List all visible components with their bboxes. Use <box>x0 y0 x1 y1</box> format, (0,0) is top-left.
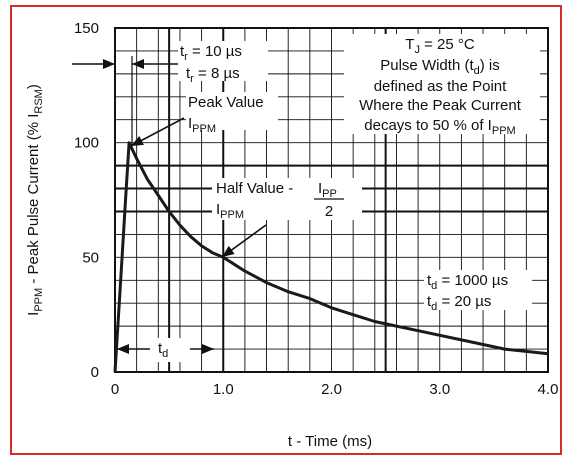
y-axis-label-part: RSM <box>33 89 45 113</box>
def-line-2: defined as the Point <box>374 78 507 95</box>
annotation-background <box>150 338 190 362</box>
half-value-label: Half Value - <box>216 180 293 197</box>
x-tick-label: 0 <box>111 381 119 398</box>
tj-label-part: T <box>405 36 414 53</box>
x-tick-label: 3.0 <box>429 381 450 398</box>
rise-arrow-left-head <box>103 59 115 69</box>
y-tick-label: 150 <box>74 20 99 37</box>
x-tick-label: 4.0 <box>538 381 559 398</box>
td-20us-part: = 20 µs <box>437 293 491 310</box>
peak-value-label: Peak Value <box>188 94 264 111</box>
y-axis-label-part: PPM <box>33 288 45 312</box>
peak-ippm-label-part: PPM <box>192 123 216 135</box>
tj-label-part: = 25 °C <box>420 36 475 53</box>
half-ippm-label-part: PPM <box>220 209 244 221</box>
rise-time-10us-part: = 10 µs <box>188 43 242 60</box>
fraction-denominator: 2 <box>325 203 333 220</box>
y-tick-label: 100 <box>74 135 99 152</box>
def-line-4-part: decays to 50 % of I <box>364 117 492 134</box>
rise-time-8us-part: = 8 µs <box>194 65 240 82</box>
def-line-1-part: ) is <box>480 57 500 74</box>
y-tick-label: 50 <box>82 249 99 266</box>
def-line-3: Where the Peak Current <box>359 97 522 114</box>
y-axis-label-part: ) <box>25 84 42 89</box>
x-tick-label: 2.0 <box>321 381 342 398</box>
td-arrow-label-part: d <box>162 348 168 360</box>
td-1000us-part: = 1000 µs <box>437 272 508 289</box>
def-line-4-part: PPM <box>492 125 516 137</box>
y-tick-label: 0 <box>91 364 99 381</box>
y-axis-label: IPPM - Peak Pulse Current (% IRSM) <box>25 84 45 316</box>
x-axis-label: t - Time (ms) <box>288 433 372 450</box>
y-axis-label-part: - Peak Pulse Current (% I <box>25 114 42 288</box>
def-line-1-part: Pulse Width (t <box>380 57 474 74</box>
x-tick-label: 1.0 <box>213 381 234 398</box>
fraction-numerator-part: PP <box>322 188 337 200</box>
